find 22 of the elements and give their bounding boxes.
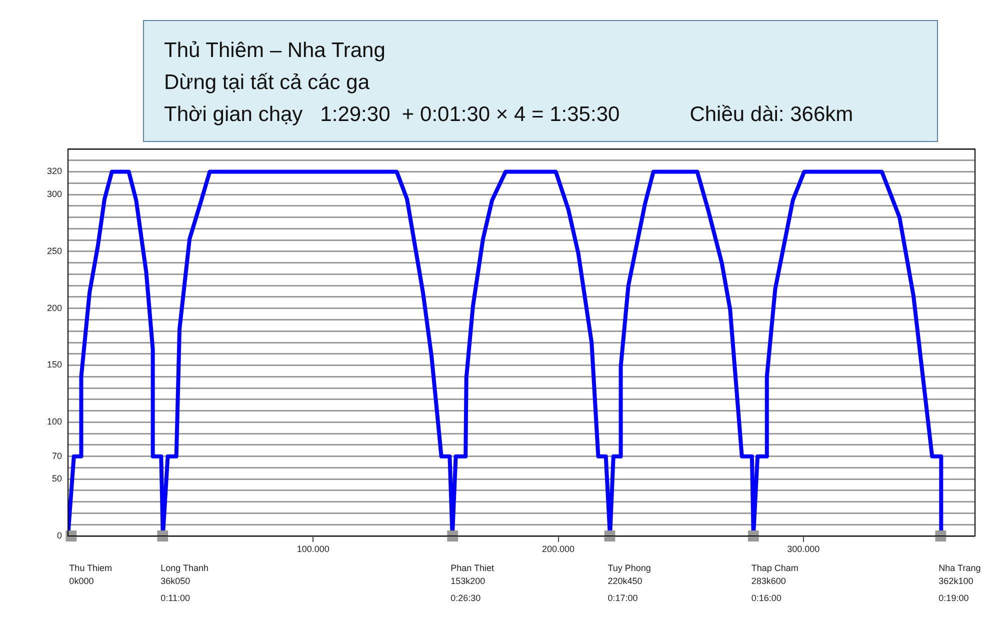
y-tick-label: 150 [46, 360, 62, 370]
y-tick-label: 300 [46, 189, 62, 200]
text: Thời gian chạy 1:29:30 + 0:01:30 × 4 = 1:35:30 [164, 102, 620, 128]
chart-title: Thủ Thiêm – Nha Trang [164, 38, 386, 64]
x-tick-label: 100.000 [296, 544, 330, 554]
annotation: Phan Thiet 153k200 0:26:30 [450, 562, 494, 603]
y-tick-label: 0 [56, 530, 62, 540]
annotation: Tuy Phong 220k450 0:17:00 [608, 562, 651, 603]
chart-subtitle: Dừng tại tất cả các ga [164, 70, 370, 96]
y-tick-label: 200 [46, 302, 62, 313]
y-tick-label: 250 [46, 246, 62, 256]
annotation: Long Thanh 36k050 0:11:00 [160, 562, 209, 603]
x-tick-label: 300.000 [787, 544, 820, 554]
annotation: Nha Trang 362k100 0:19:00 [938, 562, 981, 603]
y-tick-label: 50 [52, 474, 62, 484]
annotation: Thap Cham 283k600 0:16:00 [751, 562, 798, 603]
text: Chiều dài: 366km [690, 102, 854, 128]
y-tick-label: 320 [46, 166, 62, 176]
x-tick-label: 200.000 [542, 544, 575, 554]
y-tick-label: 100 [46, 416, 62, 427]
annotation: Thu Thiem 0k000 [69, 562, 112, 586]
y-tick-label: 70 [52, 450, 62, 461]
